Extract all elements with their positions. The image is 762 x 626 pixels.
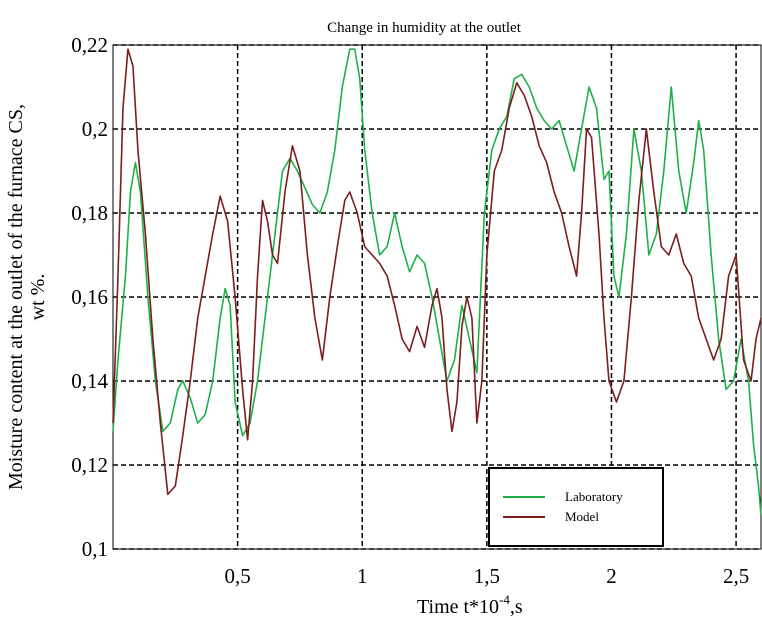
y-tick-labels: 0,1 0,12 0,14 0,16 0,18 0,2 0,22 xyxy=(71,33,108,561)
x-tick-label: 1 xyxy=(357,564,368,588)
y-axis-label-line2: wt %. xyxy=(27,274,49,321)
y-tick-label: 0,16 xyxy=(71,285,108,309)
y-tick-label: 0,22 xyxy=(71,33,108,57)
y-axis-label: Moisture content at the outlet of the fu… xyxy=(5,104,49,490)
x-axis-label-unit: ,s xyxy=(510,596,523,618)
y-tick-label: 0,14 xyxy=(71,369,108,393)
x-tick-labels: 0,5 1 1,5 2 2,5 xyxy=(224,564,749,588)
legend-label-laboratory: Laboratory xyxy=(565,489,623,504)
x-axis-label-exponent: -4 xyxy=(499,592,510,607)
x-axis-label-main: Time t*10 xyxy=(417,596,499,618)
x-tick-label: 2,5 xyxy=(723,564,749,588)
legend-box xyxy=(488,467,664,547)
y-tick-label: 0,18 xyxy=(71,201,108,225)
x-tick-label: 0,5 xyxy=(224,564,250,588)
series-line-model xyxy=(112,48,762,496)
plot-frame xyxy=(112,44,762,550)
y-tick-label: 0,2 xyxy=(82,117,108,141)
chart-title: Change in humidity at the outlet xyxy=(327,20,522,36)
x-axis-label: Time t*10-4,s xyxy=(417,592,523,618)
x-tick-label: 2 xyxy=(606,564,617,588)
legend: Laboratory Model xyxy=(488,467,664,547)
series-line-laboratory xyxy=(112,48,762,516)
y-axis-label-line1: Moisture content at the outlet of the fu… xyxy=(5,104,27,490)
legend-label-model: Model xyxy=(565,509,599,524)
y-tick-label: 0,12 xyxy=(71,453,108,477)
y-tick-label: 0,1 xyxy=(82,537,108,561)
x-tick-label: 1,5 xyxy=(474,564,500,588)
series-group xyxy=(112,48,762,516)
